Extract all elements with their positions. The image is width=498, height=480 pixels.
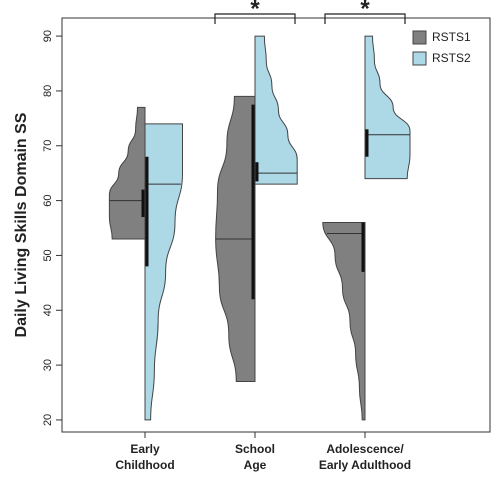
plot-frame (61, 17, 491, 433)
y-tick-label: 40 (42, 304, 54, 316)
y-axis-label: Daily Living Skills Domain SS (13, 112, 30, 337)
legend-swatch (412, 51, 427, 66)
violin-half (144, 123, 183, 421)
violin-half (364, 35, 411, 180)
y-tick-label: 90 (42, 30, 54, 42)
significance-label: * (250, 0, 260, 22)
y-tick-label: 70 (42, 140, 54, 152)
y-tick-label: 30 (42, 359, 54, 371)
violin-half (108, 106, 146, 240)
violin-half (322, 222, 366, 421)
x-tick-line: Early (130, 442, 160, 456)
significance-bracket (214, 13, 296, 24)
y-tick-label: 20 (42, 414, 54, 426)
x-tick-label: Adolescence/Early Adulthood (319, 442, 411, 472)
legend-label: RSTS2 (432, 51, 471, 65)
legend-swatch (412, 30, 427, 45)
significance-bracket (324, 13, 406, 24)
x-tick-line: Age (244, 458, 267, 472)
x-tick-label: School Age (235, 442, 275, 472)
violin-half (254, 35, 298, 185)
x-tick-label: Early Childhood (115, 442, 174, 472)
significance-label: * (360, 0, 370, 22)
x-tick-line: Adolescence/ (326, 442, 404, 456)
legend-label: RSTS1 (432, 30, 471, 44)
x-tick-line: Early Adulthood (319, 458, 411, 472)
y-tick-label: 60 (42, 194, 54, 206)
x-tick-line: Childhood (115, 458, 174, 472)
y-tick-label: 50 (42, 249, 54, 261)
x-tick-line: School (235, 442, 275, 456)
y-tick-label: 80 (42, 85, 54, 97)
